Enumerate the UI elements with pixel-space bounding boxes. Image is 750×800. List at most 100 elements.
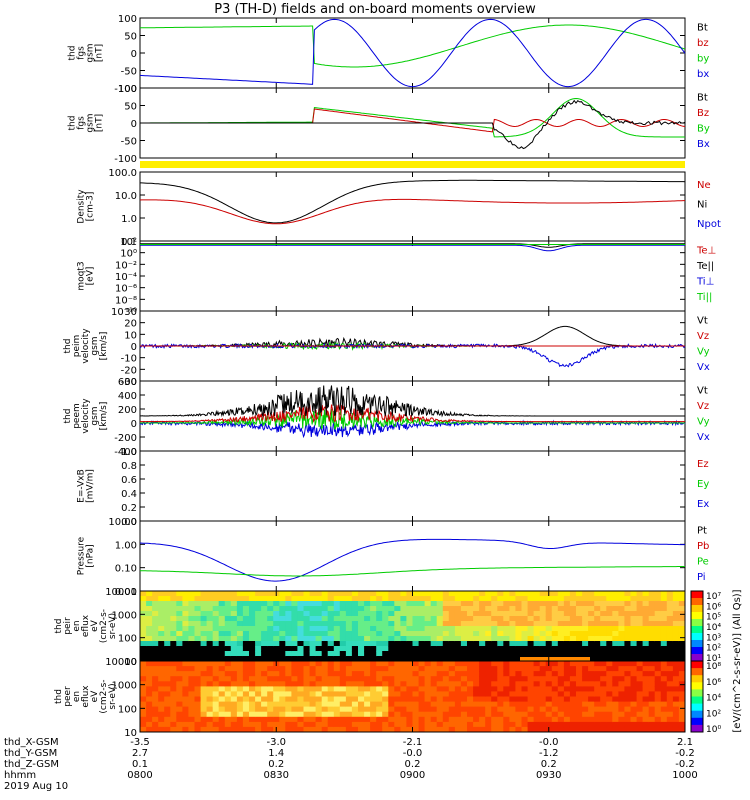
heatmap-cell (473, 591, 480, 597)
heatmap-cell (479, 616, 486, 622)
heatmap-cell (218, 691, 226, 697)
heatmap-cell (448, 596, 456, 602)
heatmap-cell (345, 641, 353, 647)
heatmap-cell (255, 686, 262, 692)
heatmap-cell (430, 686, 438, 692)
heatmap-cell (327, 721, 335, 728)
heatmap-cell (358, 711, 365, 718)
heatmap-cell (303, 691, 311, 697)
heatmap-cell (636, 611, 644, 617)
ytick-label: -50 (121, 137, 137, 148)
heatmap-cell (315, 661, 323, 667)
heatmap-cell (273, 681, 280, 687)
heatmap-cell (255, 711, 262, 718)
heatmap-cell (660, 611, 668, 617)
heatmap-cell (345, 686, 353, 692)
heatmap-cell (454, 621, 462, 627)
heatmap-cell (333, 711, 341, 718)
heatmap-cell (624, 636, 631, 642)
heatmap-cell (460, 641, 468, 647)
heatmap-cell (612, 631, 619, 637)
heatmap-cell (430, 691, 438, 697)
heatmap-cell (460, 591, 468, 597)
heatmap-cell (557, 611, 565, 617)
heatmap-cell (497, 721, 504, 728)
heatmap-cell (436, 696, 444, 703)
heatmap-cell (224, 671, 232, 677)
heatmap-cell (315, 656, 323, 662)
ylabel-peem: [km/s] (99, 402, 109, 431)
heatmap-cell (394, 631, 401, 637)
heatmap-cell (467, 711, 474, 718)
heatmap-cell (382, 706, 389, 713)
heatmap-cell (660, 631, 668, 637)
heatmap-cell (612, 686, 619, 692)
heatmap-cell (551, 726, 559, 733)
ytick-label: -100 (114, 84, 137, 95)
heatmap-cell (291, 691, 298, 697)
ytick-label: 0 (131, 119, 137, 130)
heatmap-cell (515, 701, 522, 708)
heatmap-cell (212, 606, 220, 612)
heatmap-cell (285, 591, 292, 597)
heatmap-cell (569, 596, 577, 602)
heatmap-cell (448, 616, 456, 622)
heatmap-cell (497, 676, 504, 682)
heatmap-cell (521, 611, 529, 617)
heatmap-cell (358, 641, 365, 647)
ytick-label: -100 (114, 154, 137, 165)
heatmap-cell (624, 721, 631, 728)
heatmap-cell (582, 721, 589, 728)
heatmap-cell (436, 611, 444, 617)
heatmap-cell (182, 631, 189, 637)
heatmap-cell (545, 666, 553, 672)
heatmap-cell (200, 671, 208, 677)
heatmap-cell (515, 681, 522, 687)
heatmap-cell (146, 616, 153, 622)
heatmap-cell (624, 596, 631, 602)
legend-density-Ni: Ni (697, 199, 707, 210)
heatmap-cell (569, 676, 577, 682)
heatmap-cell (358, 646, 365, 652)
legend-temp-Te||: Te|| (696, 261, 714, 272)
heatmap-cell (273, 711, 280, 718)
heatmap-cell (303, 681, 311, 687)
heatmap-cell (182, 691, 189, 697)
heatmap-cell (606, 666, 613, 672)
heatmap-cell (146, 591, 153, 597)
heatmap-cell (436, 631, 444, 637)
heatmap-cell (376, 701, 383, 708)
heatmap-cell (503, 591, 510, 597)
heatmap-cell (273, 631, 280, 637)
legend-fgs-bz: bz (697, 38, 709, 49)
colorbar-cell (691, 696, 703, 705)
heatmap-cell (600, 621, 607, 627)
heatmap-cell (612, 706, 619, 713)
heatmap-cell (364, 591, 371, 597)
heatmap-cell (358, 721, 365, 728)
heatmap-cell (618, 641, 625, 647)
heatmap-cell (497, 606, 504, 612)
heatmap-cell (200, 601, 208, 607)
heatmap-cell (630, 636, 638, 642)
heatmap-cell (315, 666, 323, 672)
heatmap-cell (261, 626, 268, 632)
heatmap-cell (315, 721, 323, 728)
heatmap-cell (333, 591, 341, 597)
heatmap-cell (376, 631, 383, 637)
heatmap-cell (327, 681, 335, 687)
heatmap-cell (479, 691, 486, 697)
ylabel-peer: eV (90, 690, 100, 703)
heatmap-cell (339, 671, 347, 677)
heatmap-cell (618, 636, 625, 642)
ytick-label: 1000 (112, 681, 137, 692)
heatmap-cell (497, 701, 504, 708)
heatmap-cell (152, 726, 159, 733)
ytick-label: 400 (118, 391, 137, 402)
series-Ne (139, 198, 685, 225)
heatmap-cell (436, 711, 444, 718)
heatmap-cell (436, 706, 444, 713)
heatmap-cell (345, 611, 353, 617)
heatmap-cell (424, 616, 432, 622)
heatmap-cell (630, 691, 638, 697)
